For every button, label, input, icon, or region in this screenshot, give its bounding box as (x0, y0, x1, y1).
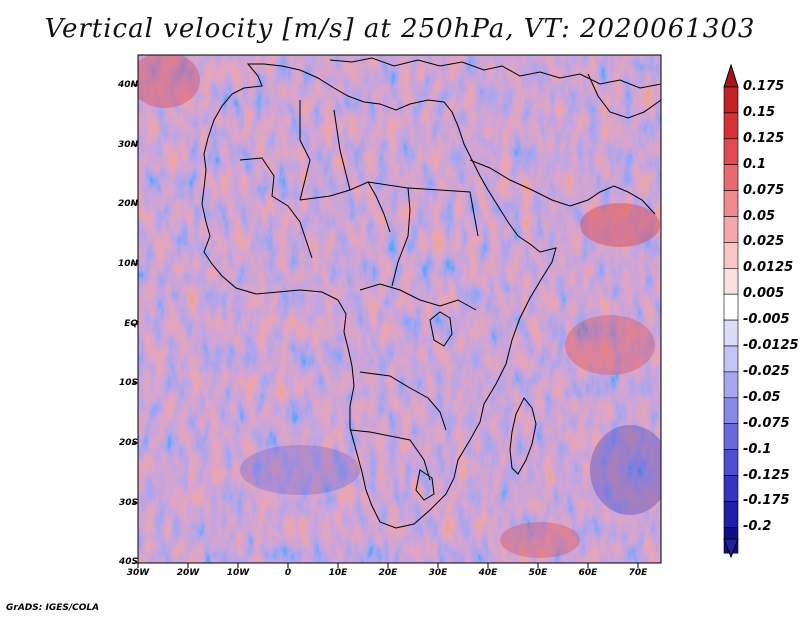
credit-text: GrADS: IGES/COLA (6, 603, 100, 613)
lat-label-10n: 10N (117, 259, 138, 269)
lat-ticks (132, 84, 138, 564)
colorbar-label: 0.15 (743, 104, 776, 120)
colorbar-swatch (723, 164, 739, 191)
colorbar-swatch (723, 190, 739, 217)
colorbar-swatch (723, 371, 739, 399)
colorbar-label: -0.025 (743, 363, 790, 379)
colorbar-swatch (723, 86, 739, 114)
lon-label-30e: 30E (428, 568, 448, 578)
coastlines (201, 57, 661, 529)
colorbar-top-arrow (723, 63, 739, 88)
colorbar-bottom-arrow (723, 538, 739, 559)
map-title: Vertical velocity [m/s] at 250hPa, VT: 2… (44, 14, 756, 44)
colorbar-swatch (723, 501, 739, 528)
colorbar-label: 0.005 (743, 286, 785, 302)
lon-label-10e: 10E (328, 568, 348, 578)
colorbar-swatch (723, 138, 739, 166)
colorbar-swatch (723, 449, 739, 476)
colorbar-swatch (723, 423, 739, 450)
colorbar-label: 0.125 (743, 130, 785, 146)
colorbar-swatch (723, 267, 739, 295)
colorbar-label: 0.075 (743, 182, 785, 198)
colorbar-swatch (723, 345, 739, 373)
lat-label-30n: 30N (117, 140, 138, 150)
lon-label-70e: 70E (628, 568, 648, 578)
colorbar-label: -0.125 (743, 467, 790, 483)
colorbar-label: 0.025 (743, 234, 785, 250)
lon-label-0: 0 (284, 568, 292, 578)
lon-label-40e: 40E (478, 568, 498, 578)
colorbar-label: 0.1 (743, 156, 767, 172)
colorbar-swatch (723, 112, 739, 140)
colorbar (723, 63, 739, 559)
lat-label-eq: EQ (124, 319, 138, 329)
lon-label-20w: 20W (176, 568, 200, 578)
colorbar-label: -0.005 (743, 312, 790, 328)
colorbar-label: 0.175 (743, 79, 785, 94)
lon-label-10w: 10W (226, 568, 250, 578)
colorbar-swatch (723, 319, 739, 347)
lat-label-40n: 40N (117, 80, 138, 90)
colorbar-label: -0.075 (743, 415, 790, 431)
colorbar-swatch (723, 242, 739, 269)
lon-ticks (137, 563, 639, 568)
lat-label-30s: 30S (118, 498, 138, 508)
lon-label-50e: 50E (528, 568, 548, 578)
velocity-field (138, 55, 661, 563)
colorbar-label: 0.05 (743, 208, 776, 224)
colorbar-label: 0.0125 (743, 260, 794, 276)
colorbar-swatch (723, 216, 739, 243)
colorbar-swatch (723, 475, 739, 502)
lon-label-60e: 60E (578, 568, 598, 578)
colorbar-swatch (723, 293, 739, 321)
lat-label-20n: 20N (117, 199, 138, 209)
colorbar-label: -0.2 (743, 519, 772, 535)
colorbar-label: -0.05 (743, 389, 781, 405)
lon-label-20e: 20E (378, 568, 398, 578)
lat-label-20s: 20S (118, 438, 138, 448)
lon-label-30w: 30W (126, 568, 150, 578)
lat-label-10s: 10S (118, 378, 138, 388)
colorbar-label: -0.1 (743, 441, 772, 457)
lat-label-40s: 40S (118, 557, 138, 567)
colorbar-label: -0.0125 (743, 338, 799, 353)
colorbar-label: -0.175 (743, 493, 790, 509)
plot-frame (137, 54, 662, 564)
colorbar-swatch (723, 397, 739, 424)
